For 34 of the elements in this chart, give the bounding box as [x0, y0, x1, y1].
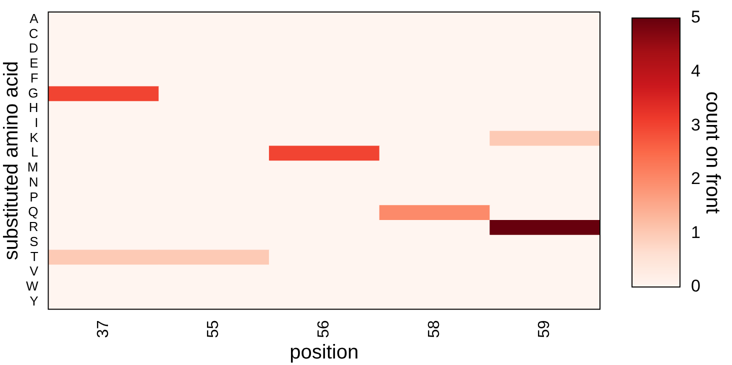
y-tick-label: Y	[30, 293, 39, 308]
color-bar-label: 4	[691, 61, 700, 80]
y-tick-label: D	[28, 40, 38, 56]
color-bar-label: 3	[691, 115, 700, 134]
y-tick-label: W	[26, 278, 39, 294]
color-bar-label: 5	[691, 8, 700, 27]
y-tick-label: P	[30, 189, 38, 204]
y-tick-label: G	[28, 85, 38, 100]
color-bar-title: count on front	[701, 91, 724, 214]
color-bar-label: 1	[691, 222, 700, 242]
x-axis-title: position	[290, 342, 359, 364]
y-tick-label: H	[28, 100, 38, 116]
y-tick-label: V	[30, 264, 39, 279]
x-tick-label: 56	[316, 320, 333, 338]
color-bar-label: 2	[691, 169, 700, 188]
x-tick-label: 37	[94, 320, 112, 338]
y-tick-label: E	[30, 56, 39, 71]
y-tick-label: K	[30, 130, 39, 145]
y-tick-label: C	[28, 26, 38, 41]
y-tick-label: R	[28, 219, 38, 234]
y-tick-label: I	[34, 115, 38, 130]
y-tick-label: F	[30, 70, 38, 86]
y-tick-label: M	[27, 160, 38, 175]
x-tick-label: 58	[426, 320, 443, 338]
y-tick-label: N	[28, 174, 38, 190]
y-axis-title: substituted amino acid	[0, 61, 23, 260]
y-tick-label: S	[30, 234, 39, 249]
y-tick-label: Q	[28, 204, 38, 220]
x-tick-label: 55	[205, 320, 222, 338]
y-tick-label: A	[30, 11, 39, 26]
color-bar-label: 0	[691, 276, 700, 296]
x-tick-label: 59	[536, 320, 554, 338]
y-tick-label: T	[30, 248, 38, 264]
y-tick-label: L	[31, 144, 38, 160]
